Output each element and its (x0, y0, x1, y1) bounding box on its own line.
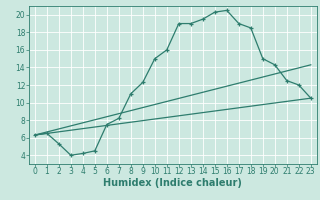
X-axis label: Humidex (Indice chaleur): Humidex (Indice chaleur) (103, 178, 242, 188)
